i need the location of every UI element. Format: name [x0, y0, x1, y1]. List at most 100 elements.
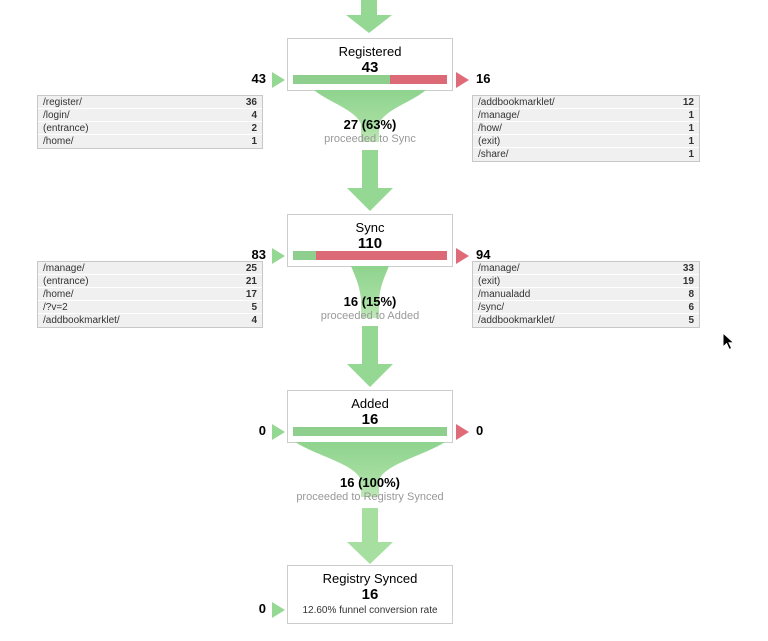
proceed-count: 16 (15%): [343, 294, 397, 309]
funnel-shape-icon: [314, 90, 426, 211]
proceed-caption: proceeded to Registry Synced: [296, 491, 444, 503]
stage-title: Registered: [338, 44, 402, 59]
stage-box-added: Added 16: [287, 390, 453, 443]
table-row: /addbookmarklet/4: [38, 314, 262, 327]
table-row: /manage/1: [473, 109, 699, 122]
table-row: /manage/33: [473, 262, 699, 275]
stage-bar: [293, 251, 447, 260]
mouse-cursor-icon: [722, 332, 735, 351]
bar-green-segment: [293, 251, 317, 260]
proceed-caption: proceeded to Sync: [324, 133, 416, 145]
row-value: 6: [688, 301, 694, 313]
row-label: (exit): [478, 275, 501, 287]
row-label: (entrance): [43, 275, 89, 287]
row-label: /manage/: [478, 109, 520, 121]
stage-title: Sync: [355, 220, 385, 235]
row-value: 4: [251, 315, 257, 326]
row-value: 5: [251, 301, 257, 313]
row-value: 1: [251, 136, 257, 147]
stage-value: 110: [357, 235, 383, 252]
row-label: /register/: [43, 96, 82, 108]
conversion-rate-caption: 12.60% funnel conversion rate: [302, 605, 438, 616]
table-row: /manualadd 8: [473, 288, 699, 301]
funnel-shape-icon: [295, 442, 445, 564]
row-value: 5: [688, 315, 694, 326]
table-row: /login/4: [38, 109, 262, 122]
entry-arrow-icon: [272, 424, 285, 440]
proceed-count: 27 (63%): [343, 117, 397, 132]
entries-count: 43: [251, 71, 266, 86]
exits-table: /addbookmarklet/12 /manage/1 /how/1 (exi…: [472, 95, 700, 162]
row-value: 17: [245, 288, 257, 300]
row-label: (entrance): [43, 122, 89, 134]
row-label: /addbookmarklet/: [478, 96, 555, 108]
row-label: /share/: [478, 149, 509, 160]
bar-green-segment: [293, 427, 447, 436]
entries-table: /register/36 /login/4 (entrance) 2 /home/…: [37, 95, 263, 149]
stage-value: 16: [361, 411, 379, 428]
row-value: 8: [688, 288, 694, 300]
table-row: /home/1: [38, 135, 262, 148]
table-row: (entrance) 2: [38, 122, 262, 135]
stage-value: 43: [361, 59, 379, 76]
row-value: 36: [245, 96, 257, 108]
table-row: /home/17: [38, 288, 262, 301]
stage-box-sync: Sync 110: [287, 214, 453, 267]
proceed-caption: proceeded to Added: [320, 310, 420, 322]
table-row: /how/1: [473, 122, 699, 135]
exits-count: 16: [476, 71, 491, 86]
row-label: /manage/: [43, 262, 85, 274]
row-label: /home/: [43, 288, 74, 300]
exits-count: 94: [476, 247, 491, 262]
table-row: (exit) 19: [473, 275, 699, 288]
funnel-shape-icon: [347, 266, 393, 387]
entries-count: 83: [251, 247, 266, 262]
table-row: /?v=2 5: [38, 301, 262, 314]
row-label: /?v=2: [43, 301, 68, 313]
exit-arrow-icon: [456, 424, 469, 440]
row-label: (exit): [478, 135, 501, 147]
table-row: (entrance) 21: [38, 275, 262, 288]
exit-arrow-icon: [456, 248, 469, 264]
row-value: 4: [251, 109, 257, 121]
top-entry-arrow-icon: [346, 0, 392, 33]
funnel-connector-registered-to-sync: 27 (63%) proceeded to Sync: [280, 90, 460, 213]
entry-arrow-icon: [272, 72, 285, 88]
table-row: /sync/6: [473, 301, 699, 314]
row-value: 1: [688, 135, 694, 147]
stage-bar: [293, 75, 447, 84]
row-label: /home/: [43, 136, 74, 147]
row-label: /addbookmarklet/: [478, 315, 555, 326]
bar-green-segment: [293, 75, 391, 84]
row-label: /sync/: [478, 301, 505, 313]
row-label: /how/: [478, 122, 502, 134]
exits-table: /manage/33 (exit) 19 /manualadd 8 /sync/6 …: [472, 261, 700, 328]
stage-value: 16: [361, 586, 379, 603]
row-value: 1: [688, 149, 694, 160]
stage-title: Added: [351, 396, 389, 411]
row-value: 12: [682, 96, 694, 108]
table-row: /manage/25: [38, 262, 262, 275]
row-label: /login/: [43, 109, 70, 121]
table-row: /addbookmarklet/12: [473, 96, 699, 109]
row-label: /manualadd: [478, 288, 531, 300]
funnel-connector-sync-to-added: 16 (15%) proceeded to Added: [280, 266, 460, 389]
row-value: 25: [245, 262, 257, 274]
row-value: 19: [682, 275, 694, 287]
entries-count: 0: [258, 423, 266, 438]
row-value: 1: [688, 109, 694, 121]
stage-box-registered: Registered 43: [287, 38, 453, 91]
stage-bar: [293, 427, 447, 436]
entry-arrow-icon: [272, 248, 285, 264]
entries-table: /manage/25 (entrance) 21 /home/17 /?v=2 5 …: [37, 261, 263, 328]
exit-arrow-icon: [456, 72, 469, 88]
row-value: 21: [245, 275, 257, 287]
row-label: /manage/: [478, 262, 520, 274]
stage-title: Registry Synced: [322, 571, 418, 586]
row-value: 33: [682, 262, 694, 274]
table-row: /register/36: [38, 96, 262, 109]
table-row: /addbookmarklet/5: [473, 314, 699, 327]
row-label: /addbookmarklet/: [43, 315, 120, 326]
table-row: (exit) 1: [473, 135, 699, 148]
